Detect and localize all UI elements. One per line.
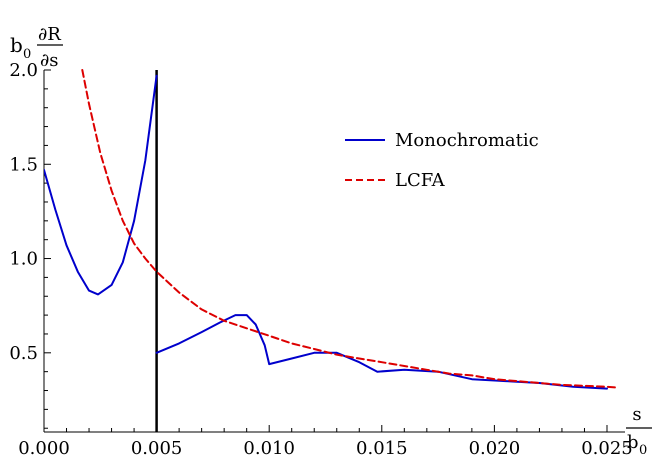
x-label-denominator: b xyxy=(627,432,639,453)
x-tick-label: 0.015 xyxy=(356,438,408,459)
x-axis-label: s b 0 xyxy=(626,404,652,458)
series-line-lcfa-segment-0 xyxy=(81,69,620,389)
x-tick-label: 0.000 xyxy=(18,438,70,459)
y-label-prefix: b xyxy=(10,33,23,57)
x-label-numerator: s xyxy=(632,404,641,425)
y-label-denominator: ∂s xyxy=(40,50,59,71)
x-label-denominator-sub: 0 xyxy=(639,443,647,458)
y-tick-label: 2.0 xyxy=(9,60,38,81)
plot-area xyxy=(44,69,620,390)
y-tick-label: 1.5 xyxy=(9,154,38,175)
series-line-monochromatic-segment-0 xyxy=(44,74,158,296)
y-axis-label: b 0 ∂R ∂s xyxy=(10,24,63,71)
legend: Monochromatic LCFA xyxy=(345,130,539,191)
x-tick-label: 0.010 xyxy=(243,438,295,459)
x-tick-label: 0.005 xyxy=(131,438,183,459)
series-line-monochromatic-segment-1 xyxy=(155,314,608,390)
y-tick-label: 1.0 xyxy=(9,249,38,270)
legend-label-monochromatic: Monochromatic xyxy=(395,130,539,151)
legend-label-lcfa: LCFA xyxy=(395,170,446,191)
x-tick-label: 0.025 xyxy=(581,438,633,459)
x-tick-label: 0.020 xyxy=(469,438,521,459)
y-label-prefix-sub: 0 xyxy=(23,47,31,62)
y-tick-label: 0.5 xyxy=(9,343,38,364)
y-label-numerator: ∂R xyxy=(38,24,61,45)
axes: 0.000 0.005 0.010 0.015 0.020 0.025 0.5 1.0 1.5 2… xyxy=(9,60,632,459)
